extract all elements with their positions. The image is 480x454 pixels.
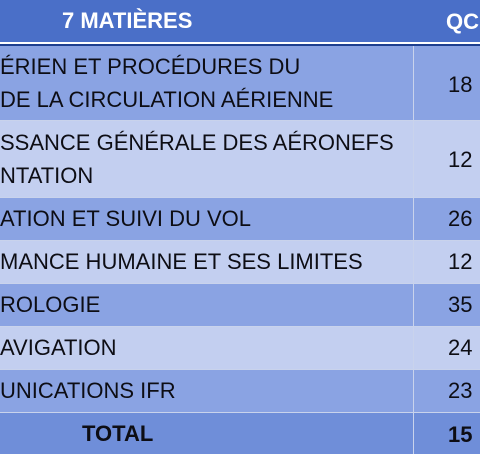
total-label-cell: TOTAL bbox=[0, 413, 414, 454]
subject-line: NTATION bbox=[0, 163, 94, 188]
table-row: AVIGATION bbox=[0, 327, 480, 370]
qc-value: 23 bbox=[448, 378, 473, 403]
subject-line: ROLOGIE bbox=[0, 292, 101, 317]
subject-line: UNICATIONS IFR bbox=[0, 378, 176, 403]
qc-value: 35 bbox=[448, 292, 473, 317]
total-label: TOTAL bbox=[82, 420, 154, 446]
subject-cell: MANCE HUMAINE ET SES LIMITES bbox=[0, 241, 414, 283]
table-row: ATION ET SUIVI DU VOL bbox=[0, 198, 480, 241]
table-row: MANCE HUMAINE ET SES LIMITES bbox=[0, 241, 480, 284]
table-row: ÉRIEN ET PROCÉDURES DU DE LA CIRCULATION… bbox=[0, 46, 480, 121]
header-subject-label: 7 MATIÈRES bbox=[62, 8, 193, 33]
qc-value: 12 bbox=[448, 249, 473, 274]
subject-line: ÉRIEN ET PROCÉDURES DU bbox=[0, 54, 301, 79]
subject-line: MANCE HUMAINE ET SES LIMITES bbox=[0, 249, 363, 274]
table-header: 7 MATIÈRES bbox=[0, 0, 480, 44]
header-qc-label: QC bbox=[446, 9, 479, 34]
qc-value: 26 bbox=[448, 206, 473, 231]
total-row: TOTAL bbox=[0, 413, 480, 454]
subject-line: AVIGATION bbox=[0, 335, 117, 360]
total-qc-value: 15 bbox=[448, 422, 473, 447]
qc-value: 18 bbox=[448, 72, 473, 97]
subject-cell: ROLOGIE bbox=[0, 284, 414, 326]
subject-cell: ATION ET SUIVI DU VOL bbox=[0, 198, 414, 240]
subject-cell: SSANCE GÉNÉRALE DES AÉRONEFS NTATION bbox=[0, 121, 414, 197]
table-row: ROLOGIE bbox=[0, 284, 480, 327]
subject-cell: ÉRIEN ET PROCÉDURES DU DE LA CIRCULATION… bbox=[0, 46, 414, 120]
subject-line: DE LA CIRCULATION AÉRIENNE bbox=[0, 87, 334, 112]
subject-cell: AVIGATION bbox=[0, 327, 414, 369]
subject-line: SSANCE GÉNÉRALE DES AÉRONEFS bbox=[0, 130, 394, 155]
header-subject-cell: 7 MATIÈRES bbox=[0, 0, 414, 42]
table-row: UNICATIONS IFR bbox=[0, 370, 480, 413]
qc-value: 24 bbox=[448, 335, 473, 360]
subject-cell: UNICATIONS IFR bbox=[0, 370, 414, 412]
qc-value: 12 bbox=[448, 147, 473, 172]
table-row: SSANCE GÉNÉRALE DES AÉRONEFS NTATION bbox=[0, 121, 480, 198]
subject-line: ATION ET SUIVI DU VOL bbox=[0, 206, 252, 231]
